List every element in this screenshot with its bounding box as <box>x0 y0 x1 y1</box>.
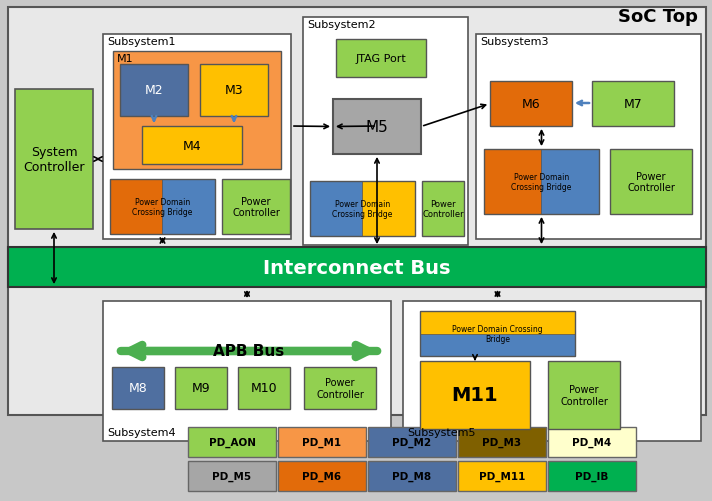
Text: PD_M6: PD_M6 <box>303 471 342 481</box>
Bar <box>422 182 464 236</box>
Text: PD_M8: PD_M8 <box>392 471 431 481</box>
Bar <box>162 180 215 234</box>
Text: SoC Top: SoC Top <box>618 8 698 26</box>
Text: M9: M9 <box>192 382 210 395</box>
Text: M11: M11 <box>451 386 498 405</box>
Bar <box>368 461 456 491</box>
Bar <box>592 82 674 127</box>
Text: Power
Controller: Power Controller <box>422 199 464 219</box>
Text: Subsystem5: Subsystem5 <box>407 427 476 437</box>
Bar <box>238 367 290 409</box>
Bar <box>113 52 281 170</box>
Bar <box>548 461 636 491</box>
Text: APB Bus: APB Bus <box>214 344 285 359</box>
Bar <box>103 35 291 239</box>
Bar <box>368 427 456 457</box>
Bar <box>142 127 242 165</box>
Bar <box>278 427 366 457</box>
Text: PD_M3: PD_M3 <box>483 437 522 447</box>
Bar <box>8 247 706 288</box>
Bar <box>458 461 546 491</box>
Text: PD_M1: PD_M1 <box>303 437 342 447</box>
Text: PD_AON: PD_AON <box>209 437 256 447</box>
Text: Power Domain
Crossing Bridge: Power Domain Crossing Bridge <box>511 172 572 192</box>
Text: M5: M5 <box>366 120 388 135</box>
Bar <box>333 100 421 155</box>
Text: M4: M4 <box>183 139 201 152</box>
Bar <box>188 427 276 457</box>
Text: PD_M2: PD_M2 <box>392 437 431 447</box>
Bar <box>610 150 692 214</box>
Bar <box>110 180 215 234</box>
Text: M2: M2 <box>145 84 163 97</box>
Bar <box>336 40 426 78</box>
Bar <box>420 312 575 334</box>
Bar <box>112 367 164 409</box>
Text: Power Domain Crossing
Bridge: Power Domain Crossing Bridge <box>452 324 543 344</box>
Text: Power Domain
Crossing Bridge: Power Domain Crossing Bridge <box>333 199 393 219</box>
Bar <box>200 65 268 117</box>
Bar <box>548 361 620 429</box>
Text: Power
Controller: Power Controller <box>316 377 364 399</box>
Text: M1: M1 <box>117 54 134 64</box>
Bar <box>110 180 162 234</box>
Text: M10: M10 <box>251 382 277 395</box>
Text: PD_M5: PD_M5 <box>212 471 251 481</box>
Text: M7: M7 <box>624 98 642 111</box>
Bar <box>303 18 468 245</box>
Text: Power
Controller: Power Controller <box>232 196 280 218</box>
Text: Power
Controller: Power Controller <box>560 384 608 406</box>
Bar <box>484 150 599 214</box>
Text: M3: M3 <box>225 84 244 97</box>
Bar <box>103 302 391 441</box>
Text: Subsystem1: Subsystem1 <box>107 37 175 47</box>
Bar <box>304 367 376 409</box>
Text: JTAG Port: JTAG Port <box>355 54 407 64</box>
Bar <box>458 427 546 457</box>
Bar <box>8 8 706 415</box>
Bar <box>362 182 415 236</box>
Bar <box>278 461 366 491</box>
Bar <box>175 367 227 409</box>
Bar <box>420 312 575 356</box>
Text: PD_M11: PD_M11 <box>478 471 525 481</box>
Bar <box>484 150 541 214</box>
Bar <box>188 461 276 491</box>
Bar <box>420 334 575 356</box>
Text: PD_IB: PD_IB <box>575 471 609 481</box>
Bar <box>420 361 530 429</box>
Bar <box>403 302 701 441</box>
Bar <box>476 35 701 239</box>
Bar <box>490 82 572 127</box>
Text: Interconnect Bus: Interconnect Bus <box>263 258 451 277</box>
Bar <box>120 65 188 117</box>
Bar <box>222 180 290 234</box>
Text: PD_M4: PD_M4 <box>572 437 612 447</box>
Bar <box>310 182 415 236</box>
Text: Power
Controller: Power Controller <box>627 171 675 193</box>
Text: Subsystem2: Subsystem2 <box>307 20 376 30</box>
Text: Power Domain
Crossing Bridge: Power Domain Crossing Bridge <box>132 197 193 217</box>
Bar <box>548 427 636 457</box>
Bar <box>310 182 362 236</box>
Text: Subsystem4: Subsystem4 <box>107 427 176 437</box>
Bar <box>541 150 599 214</box>
Text: System
Controller: System Controller <box>23 146 85 174</box>
Bar <box>15 90 93 229</box>
Text: M6: M6 <box>522 98 540 111</box>
Text: M8: M8 <box>129 382 147 395</box>
Text: Subsystem3: Subsystem3 <box>480 37 548 47</box>
